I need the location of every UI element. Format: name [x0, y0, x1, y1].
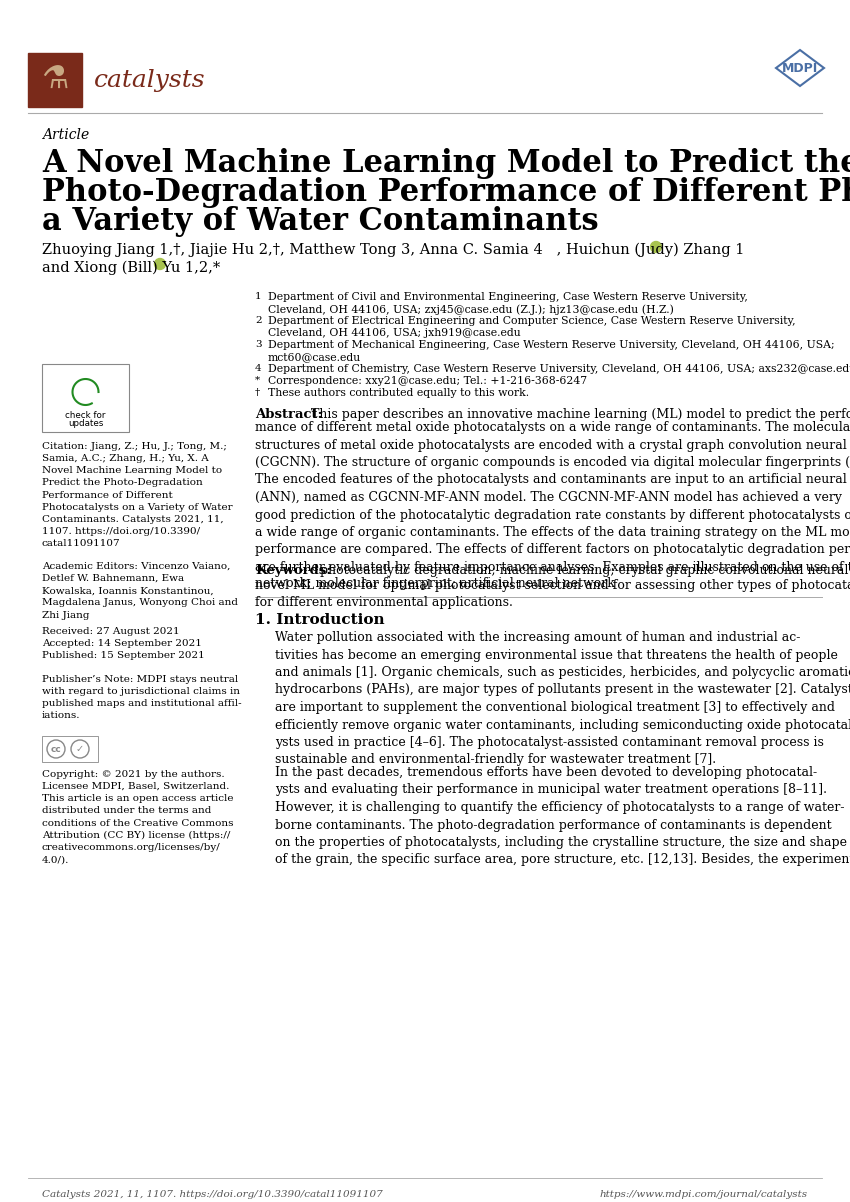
Text: a Variety of Water Contaminants: a Variety of Water Contaminants	[42, 206, 598, 237]
Text: Zhuoying Jiang 1,†, Jiajie Hu 2,†, Matthew Tong 3, Anna C. Samia 4   , Huichun (: Zhuoying Jiang 1,†, Jiajie Hu 2,†, Matth…	[42, 243, 745, 257]
Text: Photo-Degradation Performance of Different Photocatalysts on: Photo-Degradation Performance of Differe…	[42, 177, 850, 208]
Text: network; molecular fingerprint; artificial neural network: network; molecular fingerprint; artifici…	[255, 577, 615, 590]
Text: Publisher’s Note: MDPI stays neutral
with regard to jurisdictional claims in
pub: Publisher’s Note: MDPI stays neutral wit…	[42, 676, 241, 720]
Text: This paper describes an innovative machine learning (ML) model to predict the pe: This paper describes an innovative machi…	[311, 407, 850, 421]
Text: These authors contributed equally to this work.: These authors contributed equally to thi…	[268, 388, 529, 398]
Text: updates: updates	[68, 419, 103, 428]
Text: Copyright: © 2021 by the authors.
Licensee MDPI, Basel, Switzerland.
This articl: Copyright: © 2021 by the authors. Licens…	[42, 770, 234, 864]
Text: mct60@case.edu: mct60@case.edu	[268, 352, 361, 362]
Text: 3: 3	[255, 340, 262, 349]
Text: 4: 4	[255, 364, 262, 373]
Text: Keywords:: Keywords:	[255, 564, 332, 577]
Text: MDPI: MDPI	[782, 61, 818, 75]
Text: Department of Civil and Environmental Engineering, Case Western Reserve Universi: Department of Civil and Environmental En…	[268, 292, 748, 302]
Bar	[42, 736, 98, 762]
Text: cc: cc	[51, 744, 61, 754]
Text: Article: Article	[42, 127, 89, 142]
Bar	[42, 364, 129, 432]
Text: catalysts: catalysts	[94, 69, 206, 91]
Text: Academic Editors: Vincenzo Vaiano,
Detlef W. Bahnemann, Ewa
Kowalska, Ioannis Ko: Academic Editors: Vincenzo Vaiano, Detle…	[42, 563, 238, 619]
Text: mance of different metal oxide photocatalysts on a wide range of contaminants. T: mance of different metal oxide photocata…	[255, 421, 850, 609]
Text: In the past decades, tremendous efforts have been devoted to developing photocat: In the past decades, tremendous efforts …	[275, 766, 850, 867]
Text: 1. Introduction: 1. Introduction	[255, 613, 384, 627]
Text: *: *	[255, 376, 260, 385]
Text: Received: 27 August 2021: Received: 27 August 2021	[42, 627, 179, 636]
Text: Cleveland, OH 44106, USA; jxh919@case.edu: Cleveland, OH 44106, USA; jxh919@case.ed…	[268, 328, 521, 338]
Text: 1: 1	[255, 292, 262, 300]
Text: and Xiong (Bill) Yu 1,2,*: and Xiong (Bill) Yu 1,2,*	[42, 261, 234, 275]
Text: Catalysts 2021, 11, 1107. https://doi.org/10.3390/catal11091107: Catalysts 2021, 11, 1107. https://doi.or…	[42, 1190, 382, 1200]
Text: Water pollution associated with the increasing amount of human and industrial ac: Water pollution associated with the incr…	[275, 631, 850, 767]
Text: check for: check for	[65, 411, 105, 419]
Text: Abstract:: Abstract:	[255, 407, 322, 421]
Circle shape	[155, 258, 166, 269]
Text: Department of Mechanical Engineering, Case Western Reserve University, Cleveland: Department of Mechanical Engineering, Ca…	[268, 340, 835, 350]
Text: Correspondence: xxy21@case.edu; Tel.: +1-216-368-6247: Correspondence: xxy21@case.edu; Tel.: +1…	[268, 376, 587, 386]
Circle shape	[650, 242, 661, 252]
Text: Cleveland, OH 44106, USA; zxj45@case.edu (Z.J.); hjz13@case.edu (H.Z.): Cleveland, OH 44106, USA; zxj45@case.edu…	[268, 304, 674, 315]
Text: †: †	[255, 388, 260, 397]
Text: ⚗: ⚗	[42, 65, 69, 95]
Text: 2: 2	[255, 316, 262, 325]
Text: ✓: ✓	[76, 744, 84, 754]
Text: Department of Chemistry, Case Western Reserve University, Cleveland, OH 44106, U: Department of Chemistry, Case Western Re…	[268, 364, 850, 374]
Text: photocatalytic degradation; machine learning; crystal graphic convolutional neur: photocatalytic degradation; machine lear…	[320, 564, 848, 577]
Text: https://www.mdpi.com/journal/catalysts: https://www.mdpi.com/journal/catalysts	[600, 1190, 808, 1200]
Text: Accepted: 14 September 2021: Accepted: 14 September 2021	[42, 639, 202, 648]
Text: Citation: Jiang, Z.; Hu, J.; Tong, M.;
Samia, A.C.; Zhang, H.; Yu, X. A
Novel Ma: Citation: Jiang, Z.; Hu, J.; Tong, M.; S…	[42, 442, 233, 548]
Bar	[28, 53, 82, 107]
Text: Department of Electrical Engineering and Computer Science, Case Western Reserve : Department of Electrical Engineering and…	[268, 316, 796, 326]
Text: Published: 15 September 2021: Published: 15 September 2021	[42, 651, 205, 660]
Text: A Novel Machine Learning Model to Predict the: A Novel Machine Learning Model to Predic…	[42, 148, 850, 179]
